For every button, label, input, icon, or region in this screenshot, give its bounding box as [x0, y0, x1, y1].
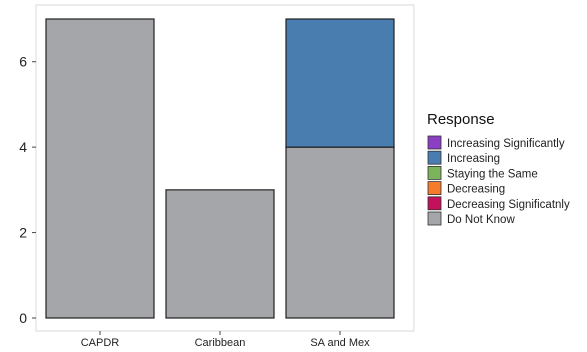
y-tick-label: 2	[19, 225, 27, 241]
legend-label: Decreasing	[447, 184, 505, 196]
legend: Response Increasing Significantly Increas…	[427, 111, 570, 226]
legend-label: Staying the Same	[447, 168, 538, 180]
legend-label: Increasing Significantly	[447, 138, 565, 150]
y-tick-label: 0	[19, 310, 27, 326]
bars	[45, 18, 395, 319]
legend-title: Response	[427, 111, 495, 128]
x-axis: CAPDR Caribbean SA and Mex	[81, 331, 370, 349]
bar-segment	[45, 18, 155, 319]
legend-label: Do Not Know	[447, 214, 515, 226]
y-axis: 0 2 4 6	[19, 54, 36, 326]
bar-segment	[285, 18, 395, 148]
x-tick-label: SA and Mex	[310, 337, 370, 349]
legend-swatch	[427, 135, 442, 150]
bar-segment	[285, 146, 395, 319]
y-tick-label: 6	[19, 54, 27, 70]
legend-swatch	[427, 165, 442, 180]
legend-swatch	[427, 181, 442, 196]
legend-swatch	[427, 150, 442, 165]
x-tick-label: CAPDR	[81, 337, 120, 349]
legend-label: Increasing	[447, 153, 500, 165]
x-tick-label: Caribbean	[195, 337, 246, 349]
bar-segment	[165, 189, 275, 319]
legend-swatch	[427, 196, 442, 211]
legend-label: Decreasing Significatnly	[447, 199, 570, 211]
legend-swatch	[427, 211, 442, 226]
y-tick-label: 4	[19, 139, 27, 155]
